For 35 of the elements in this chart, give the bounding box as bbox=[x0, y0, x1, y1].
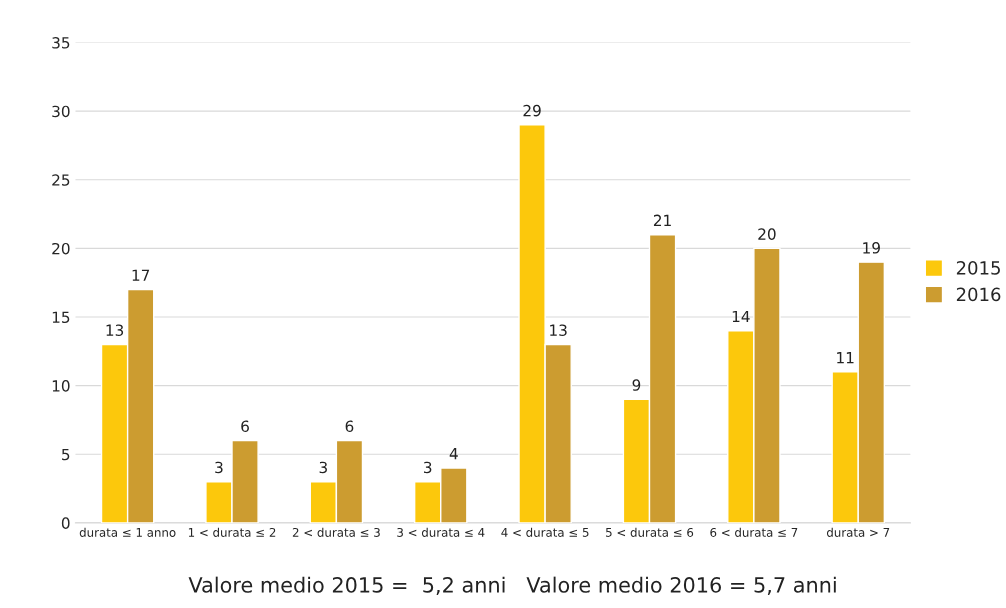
data-label: 19 bbox=[863, 242, 880, 254]
data-label: 3 bbox=[424, 461, 432, 474]
y-tick-label: 15 bbox=[52, 311, 70, 324]
y-tick-label: 5 bbox=[62, 448, 70, 461]
y-tick-label: 10 bbox=[52, 380, 70, 392]
x-tick-label: durata > 7 bbox=[826, 527, 890, 537]
data-label: 29 bbox=[523, 104, 541, 117]
data-label: 11 bbox=[837, 352, 854, 364]
data-label: 3 bbox=[319, 461, 327, 474]
data-label: 9 bbox=[632, 379, 641, 391]
x-tick-label: 3 < durata ≤ 4 bbox=[397, 527, 485, 537]
data-label: 13 bbox=[106, 324, 124, 336]
data-label: 6 bbox=[241, 420, 249, 433]
data-label: 6 bbox=[345, 420, 354, 433]
y-tick-label: 20 bbox=[52, 242, 70, 255]
legend-label: 2015 bbox=[956, 261, 1000, 275]
data-label: 17 bbox=[132, 269, 150, 281]
y-tick-label: 25 bbox=[52, 174, 70, 186]
x-tick-label: 2 < durata ≤ 3 bbox=[292, 527, 380, 537]
legend-label: 2016 bbox=[956, 287, 1001, 302]
data-label: 21 bbox=[653, 214, 671, 226]
x-tick-label: 6 < durata ≤ 7 bbox=[710, 527, 798, 537]
text: Valore medio 2015 = 5,2 anni Valore medio 2016 = 5,7 anni bbox=[188, 576, 836, 595]
data-label: 4 bbox=[449, 448, 458, 460]
y-tick-label: 0 bbox=[61, 517, 70, 529]
data-label: 13 bbox=[550, 324, 567, 336]
data-label: 20 bbox=[758, 228, 776, 240]
data-label: 3 bbox=[215, 461, 223, 474]
y-tick-label: 35 bbox=[52, 37, 70, 49]
x-tick-label: 4 < durata ≤ 5 bbox=[501, 527, 589, 537]
data-label: 14 bbox=[732, 310, 750, 323]
x-tick-label: 5 < durata ≤ 6 bbox=[606, 527, 694, 537]
y-tick-label: 30 bbox=[52, 105, 70, 118]
x-tick-label: 1 < durata ≤ 2 bbox=[188, 527, 276, 537]
x-tick-label: durata ≤ 1 anno bbox=[79, 527, 176, 537]
